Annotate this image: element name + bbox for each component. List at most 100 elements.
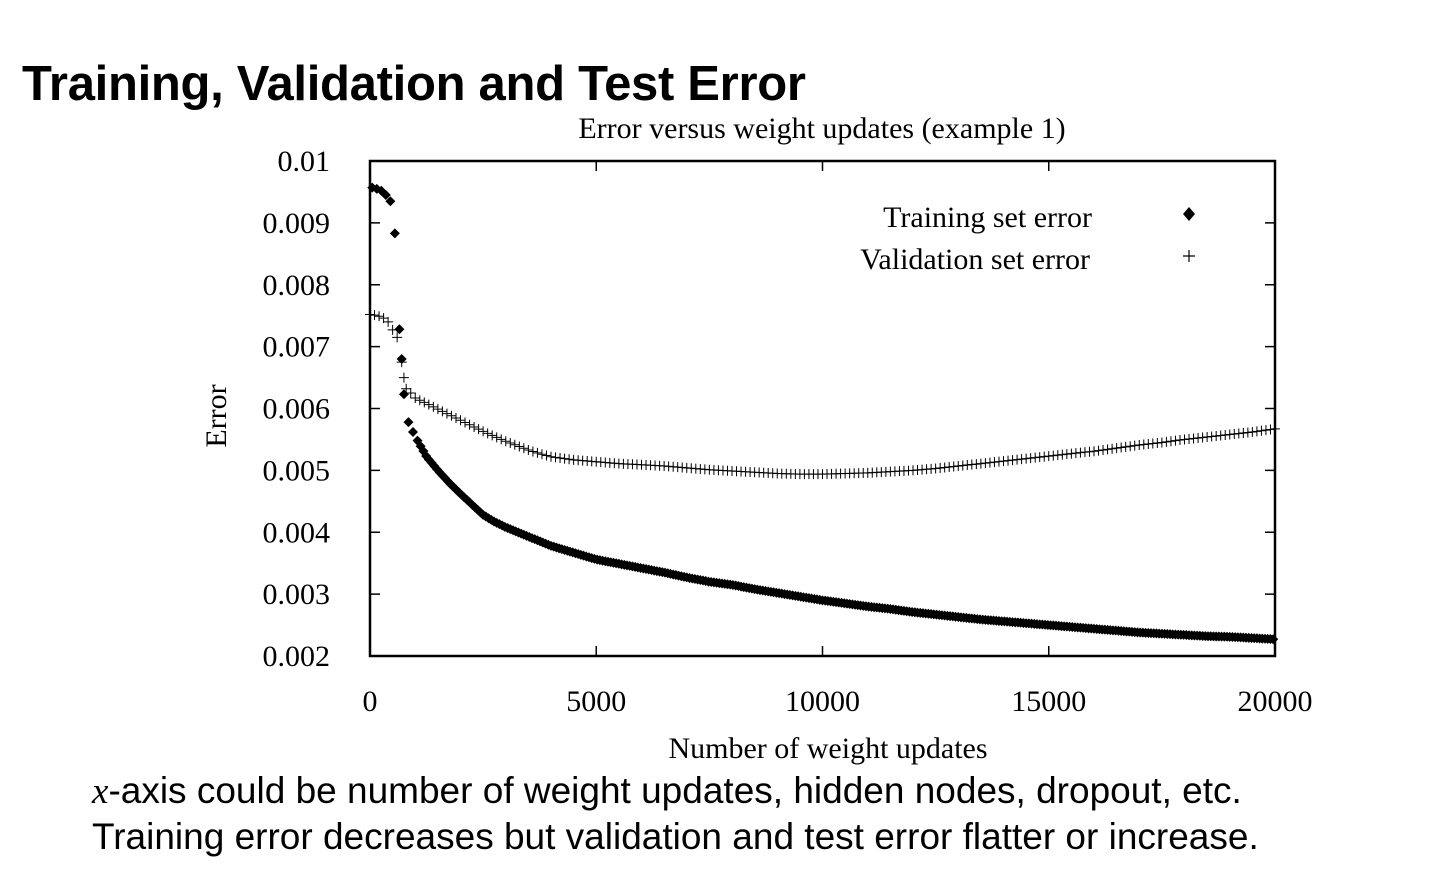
tick-marks	[369, 160, 1276, 657]
validation-point	[514, 441, 525, 452]
plot-frame	[368, 159, 1277, 658]
series-training-set-error	[367, 182, 1279, 645]
validation-point	[1107, 443, 1118, 454]
validation-point	[536, 449, 547, 460]
training-point	[385, 196, 396, 207]
validation-point	[450, 413, 461, 424]
validation-point	[392, 332, 403, 343]
validation-point	[496, 434, 507, 445]
validation-point	[1093, 445, 1104, 456]
validation-point	[1170, 435, 1181, 446]
y-tick-label: 0.007	[263, 331, 331, 364]
validation-point	[374, 311, 385, 322]
validation-point	[518, 443, 529, 454]
validation-point	[1129, 440, 1140, 451]
validation-point	[432, 404, 443, 415]
validation-point	[460, 417, 471, 428]
slide-title: Training, Validation and Test Error	[22, 57, 806, 111]
validation-point	[1156, 437, 1167, 448]
x-tick-labels: 0 5000 10000 15000 20000	[363, 685, 1313, 718]
validation-point	[1174, 435, 1185, 446]
y-tick-label: 0.002	[263, 640, 331, 673]
training-point	[1268, 634, 1279, 645]
validation-point	[509, 439, 520, 450]
validation-point	[396, 357, 407, 368]
chart-title: Error versus weight updates (example 1)	[578, 112, 1065, 145]
x-tick-label: 5000	[566, 685, 626, 718]
training-point	[398, 389, 409, 400]
validation-point	[446, 410, 457, 421]
legend: Training set error Validation set error	[860, 201, 1195, 276]
validation-point	[546, 451, 556, 462]
validation-point	[419, 397, 430, 408]
validation-point	[423, 399, 434, 410]
validation-point	[1247, 427, 1258, 438]
validation-point	[559, 453, 570, 464]
validation-point	[401, 383, 412, 394]
training-point	[407, 427, 418, 438]
training-point	[380, 190, 391, 201]
validation-point	[1089, 446, 1099, 457]
validation-point	[441, 408, 452, 419]
validation-point	[1260, 425, 1271, 436]
training-point	[394, 324, 405, 335]
validation-point	[1256, 425, 1267, 436]
validation-point	[428, 401, 439, 412]
y-tick-label: 0.004	[263, 516, 331, 549]
legend-label-training: Training set error	[883, 201, 1092, 234]
validation-point	[1265, 424, 1276, 435]
validation-point	[541, 450, 552, 461]
y-tick-labels: 0.002 0.003 0.004 0.005 0.006 0.007 0.008 0.009…	[263, 145, 331, 673]
validation-point	[564, 454, 575, 465]
training-point	[389, 228, 400, 239]
validation-point	[1165, 436, 1176, 447]
validation-point	[414, 395, 425, 406]
x-axis-label: Number of weight updates	[668, 732, 987, 765]
validation-point	[473, 424, 484, 435]
validation-point	[365, 309, 375, 320]
y-tick-label: 0.008	[263, 269, 331, 302]
y-tick-label: 0.009	[263, 207, 331, 240]
x-tick-label: 15000	[1011, 685, 1086, 718]
series-validation-set-error	[365, 309, 1280, 480]
training-point	[403, 417, 414, 428]
caption-line-1: x-axis could be number of weight updates…	[92, 770, 1242, 813]
validation-point	[491, 432, 502, 443]
legend-marker-training	[1183, 207, 1195, 221]
validation-point	[1102, 444, 1113, 455]
validation-point	[455, 415, 466, 426]
x-tick-label: 10000	[785, 685, 860, 718]
validation-point	[398, 372, 409, 383]
validation-point	[469, 421, 480, 432]
validation-point	[1251, 426, 1262, 437]
x-tick-label: 20000	[1238, 685, 1313, 718]
validation-point	[478, 426, 489, 437]
legend-label-validation: Validation set error	[860, 243, 1090, 276]
validation-point	[500, 436, 511, 447]
validation-point	[410, 392, 421, 403]
y-tick-label: 0.005	[263, 454, 331, 487]
validation-point	[369, 310, 380, 321]
validation-point	[387, 324, 398, 335]
validation-point	[1161, 436, 1172, 447]
validation-point	[383, 316, 394, 327]
validation-point	[405, 388, 416, 399]
validation-point	[1125, 441, 1136, 452]
validation-point	[1270, 423, 1280, 434]
validation-point	[1098, 444, 1109, 455]
caption-line-1-text: -axis could be number of weight updates,…	[108, 770, 1242, 811]
caption-variable: x	[92, 771, 109, 812]
validation-point	[464, 419, 475, 430]
y-tick-label: 0.01	[278, 145, 331, 178]
chart: Error versus weight updates (example 1) …	[200, 112, 1313, 765]
validation-point	[1116, 442, 1127, 453]
caption-line-2: Training error decreases but validation …	[92, 816, 1259, 857]
validation-point	[505, 438, 516, 449]
validation-point	[532, 447, 543, 458]
validation-point	[437, 406, 448, 417]
y-tick-label: 0.006	[263, 393, 331, 426]
validation-point	[527, 446, 538, 457]
x-tick-label: 0	[363, 685, 378, 718]
validation-point	[555, 453, 566, 463]
legend-marker-validation	[1183, 250, 1195, 262]
